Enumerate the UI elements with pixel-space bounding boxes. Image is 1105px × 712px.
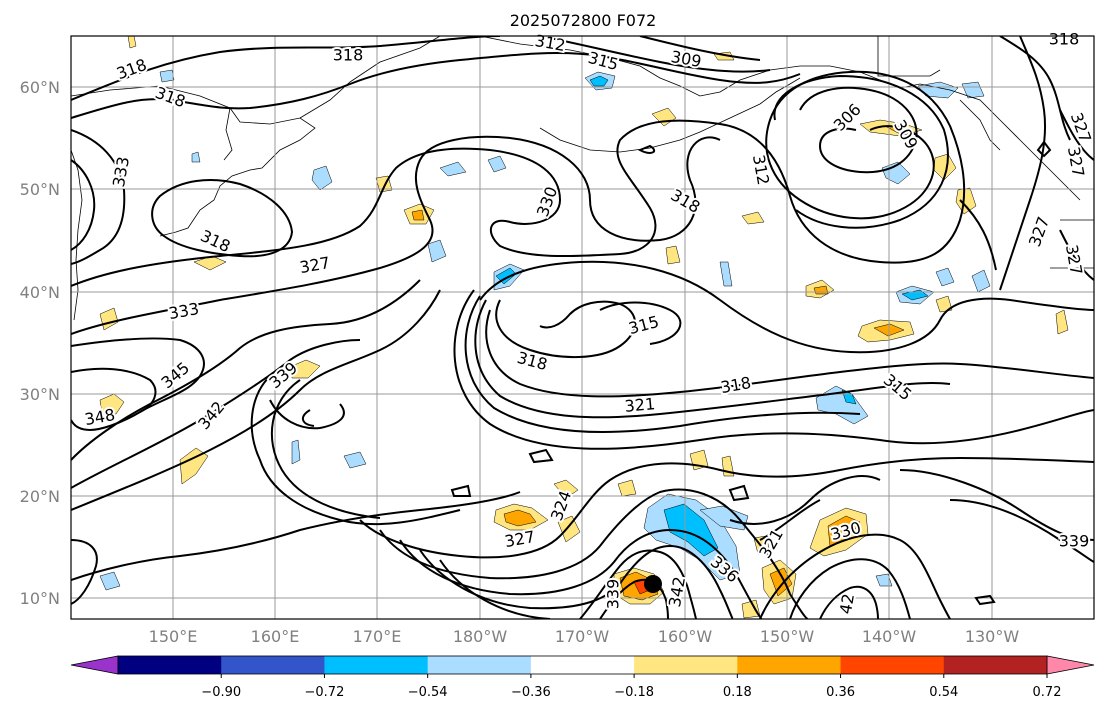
colorbar-tick-label: 0.18: [723, 685, 752, 700]
lat-tick-label: 20°N: [20, 487, 60, 506]
map-area: [71, 36, 1094, 619]
colorbar-segment: [737, 656, 842, 674]
contour-label: 339: [1059, 532, 1090, 551]
contour-label: 42: [836, 592, 858, 615]
lon-tick-label: 160°W: [658, 627, 713, 646]
contour-lines: [71, 36, 1094, 619]
lon-tick-label: 150°W: [760, 627, 815, 646]
colorbar: −0.90 −0.72 −0.54 −0.36 −0.18 0.18 0.36 0.54 0.7…: [70, 655, 1095, 700]
colorbar-tick-label: 0.54: [929, 685, 958, 700]
lon-tick-label: 180°W: [453, 627, 508, 646]
lat-tick-label: 10°N: [20, 589, 60, 608]
colorbar-segment: [530, 656, 635, 674]
colorbar-segment: [427, 656, 532, 674]
colorbar-tick-label: −0.18: [614, 685, 654, 700]
colorbar-segment: [634, 656, 738, 674]
lon-tick-label: 140°W: [862, 627, 917, 646]
colorbar-tick-label: −0.72: [305, 685, 345, 700]
contour-label: 309: [669, 47, 702, 71]
contour-label: 327: [1062, 243, 1086, 276]
lon-tick-label: 170°W: [555, 627, 610, 646]
storm-center-marker: [644, 575, 662, 593]
lat-tick-label: 40°N: [20, 283, 60, 302]
contour-label: 318: [333, 46, 364, 65]
lon-tick-label: 170°E: [353, 627, 402, 646]
contour-label: 339: [604, 579, 623, 610]
lat-tick-label: 30°N: [20, 385, 60, 404]
lat-tick-label: 50°N: [20, 180, 60, 199]
colorbar-tick-label: −0.90: [201, 685, 241, 700]
colorbar-tick-label: −0.54: [408, 685, 448, 700]
colorbar-extend-low: [70, 655, 119, 675]
lon-tick-label: 160°E: [251, 627, 300, 646]
colorbar-segment: [324, 656, 429, 674]
colorbar-tick-label: 0.72: [1033, 685, 1062, 700]
longitude-axis: 150°E 160°E 170°E 180°W 170°W 160°W 150°…: [149, 627, 1020, 646]
colorbar-frame: [117, 655, 1048, 675]
latitude-axis: 60°N 50°N 40°N 30°N 20°N 10°N: [20, 78, 60, 608]
lon-tick-label: 130°W: [965, 627, 1020, 646]
lon-tick-label: 150°E: [149, 627, 198, 646]
colorbar-segment: [840, 656, 945, 674]
colorbar-tick-label: 0.36: [826, 685, 855, 700]
map-frame: [70, 35, 1095, 620]
colorbar-tick-label: −0.36: [511, 685, 551, 700]
colorbar-segment: [943, 656, 1048, 674]
colorbar-extend-high: [1046, 655, 1095, 675]
map-title: 2025072800 F072: [510, 11, 657, 30]
contour-label: 318: [1049, 30, 1080, 49]
colorbar-segment: [221, 656, 325, 674]
contour-label: 321: [624, 394, 656, 416]
lat-tick-label: 60°N: [20, 78, 60, 97]
colorbar-segment: [118, 656, 222, 674]
graticule: [71, 36, 1094, 619]
